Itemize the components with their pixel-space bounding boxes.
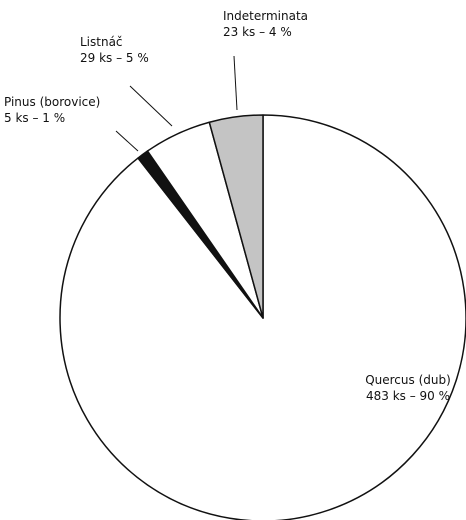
leader-line (129, 85, 173, 127)
slice-label: Indeterminata (223, 9, 308, 23)
leader-line (115, 130, 139, 152)
value-label: 23 ks – 4 % (223, 25, 292, 39)
pie-slice (208, 114, 264, 319)
slice-label: Quercus (dub) (365, 373, 451, 387)
leader-line (233, 55, 238, 111)
value-label: 483 ks – 90 % (366, 389, 450, 403)
slice-label: Listnáč (80, 35, 123, 49)
slice-label: Pinus (borovice) (4, 95, 100, 109)
value-label: 29 ks – 5 % (80, 51, 149, 65)
value-label: 5 ks – 1 % (4, 111, 65, 125)
